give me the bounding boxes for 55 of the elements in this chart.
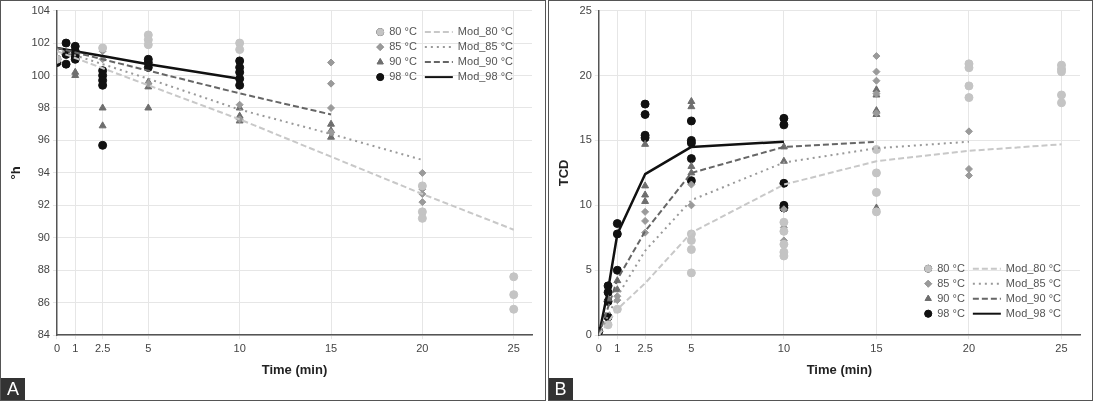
legend-label: Mod_90 °C: [1005, 291, 1061, 304]
y-tick-label: 15: [579, 133, 592, 146]
y-tick-label: 0: [585, 328, 592, 341]
y-tick-label: 84: [37, 328, 50, 341]
y-tick-label: 10: [579, 198, 592, 211]
y-tick-label: 104: [31, 3, 50, 16]
x-tick-label: 15: [324, 341, 338, 354]
x-tick-label: 10: [777, 341, 790, 354]
legend-label: 85 °C: [389, 40, 417, 53]
x-tick-label: 5: [145, 341, 152, 354]
x-axis-title: Time (min): [806, 361, 872, 377]
legend-label: Mod_85 °C: [1005, 276, 1061, 289]
x-tick-label: 20: [962, 341, 975, 354]
x-tick-label: 20: [416, 341, 429, 354]
y-tick-label: 88: [37, 263, 50, 276]
legend-label: 98 °C: [389, 70, 417, 83]
legend-label: Mod_80 °C: [457, 25, 514, 38]
x-axis-title: Time (min): [261, 361, 328, 377]
x-tick-label: 1: [613, 341, 620, 354]
y-tick-label: 92: [37, 198, 50, 211]
legend-label: 90 °C: [936, 291, 965, 304]
y-tick-label: 90: [37, 230, 50, 243]
legend-label: 90 °C: [389, 55, 417, 68]
x-tick-label: 1: [72, 341, 79, 354]
legend-label: Mod_80 °C: [1005, 261, 1061, 274]
y-tick-label: 96: [37, 133, 50, 146]
legend-label: Mod_90 °C: [457, 55, 514, 68]
legend-label: 80 °C: [936, 261, 965, 274]
y-tick-label: 102: [31, 36, 50, 49]
x-tick-label: 5: [687, 341, 694, 354]
x-tick-label: 0: [595, 341, 602, 354]
legend-label: 80 °C: [389, 25, 417, 38]
x-tick-label: 25: [507, 341, 520, 354]
legend-label: 98 °C: [936, 306, 965, 319]
text: B: [548, 378, 573, 400]
y-tick-label: 20: [579, 68, 592, 81]
y-tick-label: 86: [37, 295, 50, 308]
y-tick-label: 25: [579, 3, 592, 16]
legend-label: Mod_98 °C: [1005, 306, 1061, 319]
y-tick-label: 98: [37, 101, 50, 114]
legend-label: Mod_98 °C: [457, 70, 514, 83]
y-axis-title: °h: [8, 166, 24, 180]
x-tick-label: 2.5: [636, 341, 653, 354]
text: A: [1, 378, 26, 400]
legend-label: Mod_85 °C: [457, 40, 514, 53]
y-axis-title: TCD: [555, 159, 571, 187]
y-tick-label: 94: [37, 165, 50, 178]
x-tick-label: 25: [1054, 341, 1068, 354]
x-tick-label: 2.5: [94, 341, 111, 354]
y-tick-label: 5: [585, 263, 592, 276]
x-tick-label: 10: [233, 341, 246, 354]
x-tick-label: 15: [869, 341, 883, 354]
x-tick-label: 0: [53, 341, 61, 354]
legend-label: 85 °C: [936, 276, 965, 289]
y-tick-label: 100: [31, 68, 50, 81]
